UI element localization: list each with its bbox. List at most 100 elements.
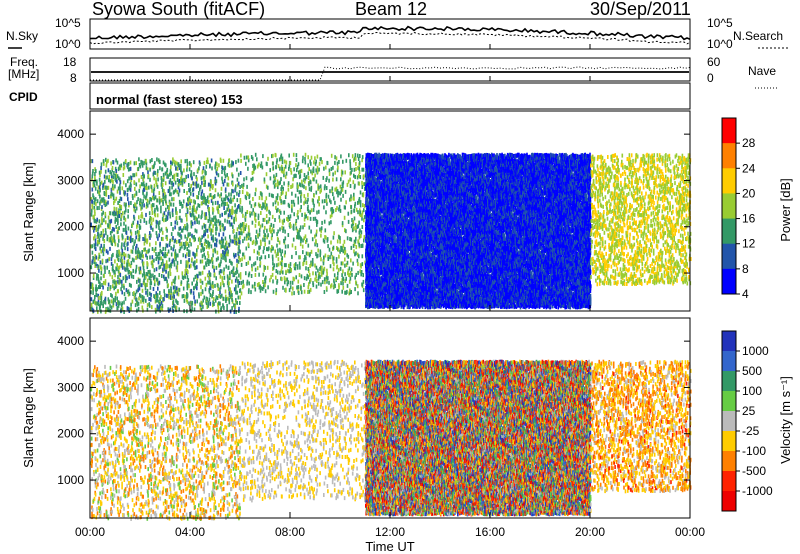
data-cell <box>325 210 327 215</box>
data-cell <box>118 214 121 218</box>
data-cell <box>233 239 235 244</box>
data-cell <box>345 263 348 267</box>
data-cell <box>210 236 213 241</box>
data-cell <box>171 185 173 190</box>
data-cell <box>359 210 362 215</box>
data-cell <box>230 192 232 197</box>
data-cell <box>155 293 157 298</box>
data-cell <box>282 221 284 226</box>
data-cell <box>254 152 257 157</box>
data-cell <box>143 278 145 283</box>
data-cell <box>185 174 187 179</box>
data-cell <box>153 196 155 201</box>
data-cell <box>118 204 121 208</box>
data-cell <box>300 198 302 203</box>
data-cell <box>142 237 144 241</box>
data-cell <box>279 218 281 223</box>
data-cell <box>312 207 315 212</box>
data-cell <box>242 283 245 288</box>
data-cell <box>94 295 96 299</box>
data-cell <box>205 215 208 220</box>
data-cell <box>319 184 322 189</box>
data-cell <box>362 192 365 197</box>
data-cell <box>133 258 135 263</box>
data-cell <box>227 249 229 254</box>
data-cell <box>188 252 191 257</box>
data-cell <box>285 269 287 274</box>
data-cell <box>344 205 346 210</box>
data-cell <box>282 270 284 275</box>
data-cell <box>304 157 306 161</box>
data-cell <box>320 282 322 287</box>
data-cell <box>91 205 94 210</box>
data-cell <box>354 153 357 158</box>
data-cell <box>194 299 196 304</box>
data-cell <box>92 193 94 198</box>
data-cell <box>232 189 234 194</box>
data-cell <box>142 265 145 270</box>
data-cell <box>156 172 159 177</box>
data-cell <box>348 273 350 277</box>
data-cell <box>359 228 361 233</box>
data-cell <box>252 197 254 201</box>
data-cell <box>275 196 278 201</box>
data-cell <box>330 240 332 245</box>
data-cell <box>132 220 135 225</box>
data-cell <box>191 306 193 311</box>
data-cell <box>249 211 251 216</box>
data-cell <box>239 258 242 263</box>
data-cell <box>265 172 268 177</box>
data-cell <box>297 184 299 189</box>
data-cell <box>277 182 279 187</box>
data-cell <box>338 235 340 240</box>
data-cell <box>206 228 209 233</box>
data-cell <box>130 231 133 236</box>
data-cell <box>186 280 189 285</box>
data-cell <box>272 261 274 266</box>
data-cell <box>139 270 142 275</box>
data-cell <box>308 187 311 192</box>
data-cell <box>119 177 121 182</box>
data-cell <box>281 277 283 282</box>
data-cell <box>133 216 136 221</box>
data-cell <box>157 260 160 265</box>
data-cell <box>246 279 249 284</box>
data-cell <box>276 236 279 241</box>
data-cell <box>177 185 180 190</box>
data-cell <box>162 160 165 165</box>
data-cell <box>258 272 260 277</box>
data-cell <box>178 188 181 193</box>
data-cell <box>111 186 114 191</box>
data-cell <box>331 186 334 191</box>
data-cell <box>135 289 138 294</box>
data-cell <box>205 199 208 204</box>
data-cell <box>297 196 299 201</box>
data-cell <box>169 169 172 174</box>
data-cell <box>170 192 172 197</box>
data-cell <box>189 250 191 255</box>
data-cell <box>113 171 115 175</box>
data-cell <box>159 248 162 253</box>
data-cell <box>115 211 118 215</box>
data-cell <box>212 248 214 253</box>
data-cell <box>106 237 109 242</box>
data-cell <box>331 213 333 218</box>
data-cell <box>272 180 275 185</box>
data-cell <box>336 264 339 269</box>
data-cell <box>299 169 302 174</box>
data-cell <box>361 254 364 259</box>
data-cell <box>294 263 296 268</box>
data-cell <box>120 204 123 209</box>
data-cell <box>126 306 129 311</box>
data-cell <box>172 247 174 252</box>
data-cell <box>123 210 126 215</box>
data-cell <box>335 257 338 262</box>
data-cell <box>205 245 208 250</box>
data-cell <box>119 187 121 191</box>
data-cell <box>104 203 107 207</box>
data-cell <box>185 214 188 219</box>
data-cell <box>149 281 152 286</box>
data-cell <box>156 307 159 312</box>
data-cell <box>224 165 227 170</box>
data-cell <box>229 234 231 239</box>
